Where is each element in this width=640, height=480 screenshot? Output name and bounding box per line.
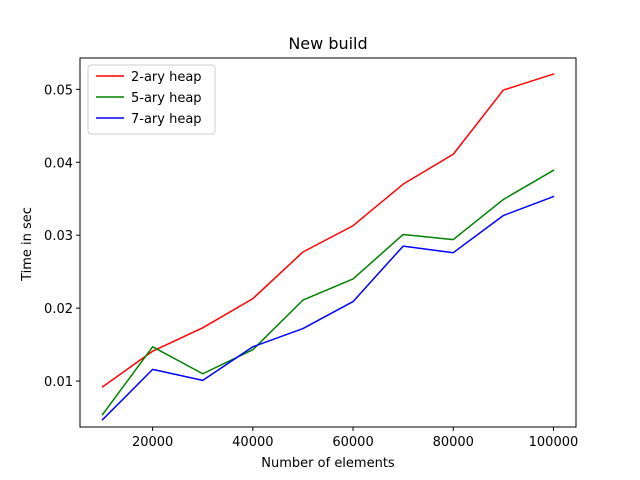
y-tick-label: 0.03: [44, 229, 73, 244]
y-tick-label: 0.02: [44, 302, 73, 317]
x-tick-label: 20000: [132, 435, 173, 450]
legend: 2-ary heap 5-ary heap 7-ary heap: [87, 64, 216, 135]
y-tick-label: 0.05: [44, 83, 73, 98]
x-tick-label: 60000: [332, 435, 373, 450]
legend-label-1: 2-ary heap: [131, 70, 202, 85]
series-line-2: [101, 169, 555, 416]
series-line-1: [101, 73, 555, 388]
chart-title: New build: [288, 34, 367, 53]
legend-box: [87, 64, 216, 135]
legend-label-3: 7-ary heap: [131, 112, 202, 127]
y-axis-label: Time in sec: [20, 207, 35, 282]
legend-label-2: 5-ary heap: [131, 91, 202, 106]
x-tick-label: 80000: [433, 435, 474, 450]
x-tick-label: 100000: [529, 435, 579, 450]
series-line-3: [101, 195, 555, 421]
x-tick-label: 40000: [232, 435, 273, 450]
x-axis: 20000 40000 60000 80000 100000: [132, 427, 578, 450]
y-tick-label: 0.04: [44, 156, 73, 171]
y-tick-label: 0.01: [44, 375, 73, 390]
plot-frame: [79, 57, 577, 428]
series-layer: [101, 73, 555, 421]
y-axis: 0.01 0.02 0.03 0.04 0.05: [44, 83, 80, 390]
x-axis-label: Number of elements: [261, 456, 395, 471]
